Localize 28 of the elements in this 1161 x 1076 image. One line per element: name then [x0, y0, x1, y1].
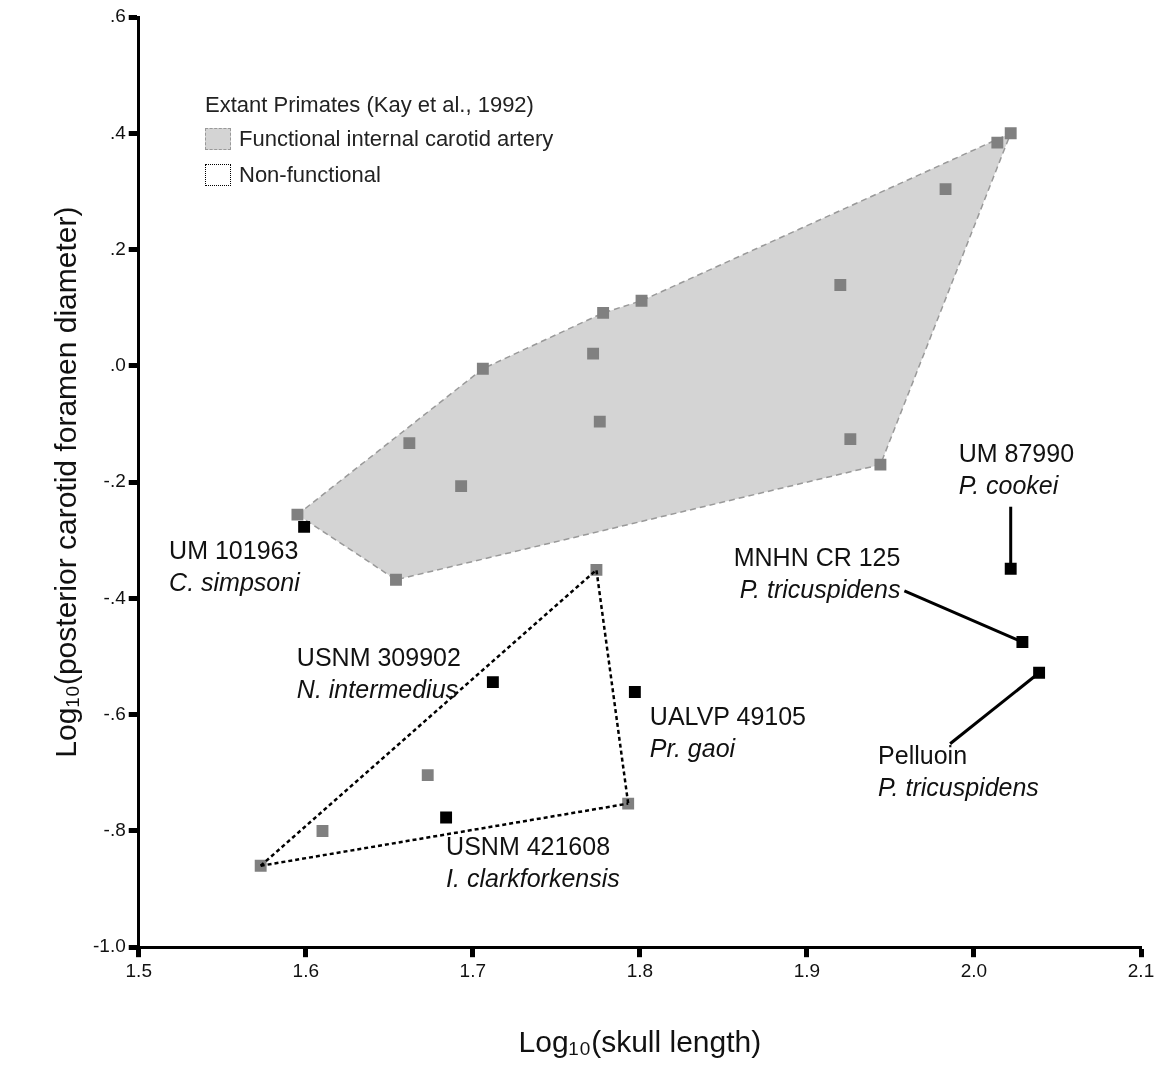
- x-tick-label: 1.6: [292, 959, 319, 981]
- legend-title: Extant Primates (Kay et al., 1992): [205, 92, 535, 118]
- y-tick-label: -.6: [103, 702, 126, 724]
- y-tick-label: .0: [109, 354, 126, 376]
- annotation: MNHN CR 125 P. tricuspidens: [733, 542, 901, 603]
- annotation: UM 87990 P. cookei: [958, 438, 1075, 499]
- x-tick-label: 1.5: [125, 959, 152, 981]
- annotation: UM 101963 C. simpsoni: [169, 535, 302, 596]
- x-tick-label: 2.0: [960, 959, 988, 981]
- y-axis-title: Log₁₀(posterior carotid foramen diameter): [49, 206, 83, 758]
- y-tick-label: -.2: [103, 470, 126, 492]
- legend-label: Functional internal carotid artery: [239, 126, 554, 152]
- legend-label: Non-functional: [239, 162, 381, 188]
- annotation: USNM 309902 N. intermedius: [296, 643, 461, 704]
- y-tick-label: -1.0: [92, 935, 126, 957]
- x-tick-label: 1.9: [793, 959, 821, 981]
- y-tick-label: .2: [109, 237, 126, 259]
- x-tick-label: 2.1: [1127, 959, 1155, 981]
- x-tick-label: 1.8: [626, 959, 654, 981]
- annotation: UALVP 49105 Pr. gaoi: [649, 701, 806, 762]
- annotation: Pelluoin P. tricuspidens: [878, 740, 1039, 801]
- y-tick-label: .6: [109, 5, 126, 27]
- x-axis-title: Log₁₀(skull length): [518, 1025, 762, 1059]
- y-tick-label: -.8: [103, 819, 126, 841]
- y-tick-label: .4: [109, 121, 127, 143]
- y-tick-label: -.4: [103, 586, 127, 608]
- x-tick-label: 1.7: [459, 959, 487, 981]
- annotation: USNM 421608 I. clarkforkensis: [446, 831, 620, 892]
